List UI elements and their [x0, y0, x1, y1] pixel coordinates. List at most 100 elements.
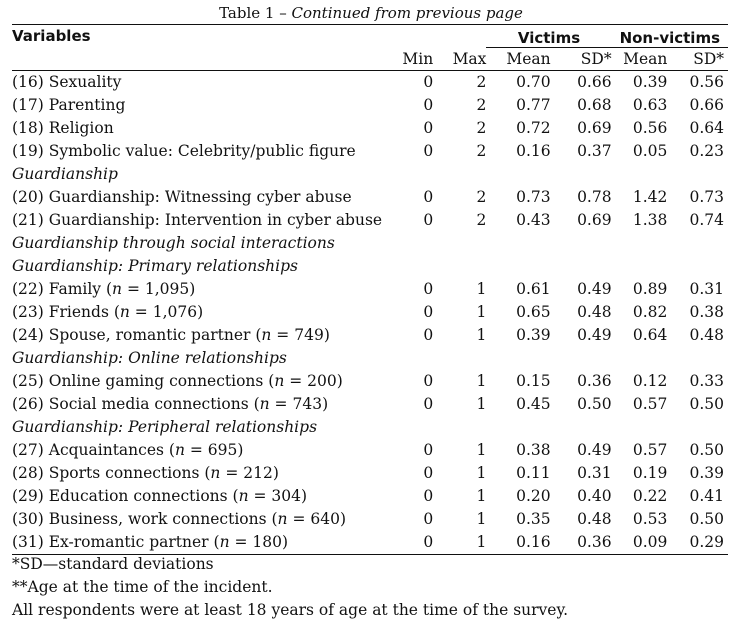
- cell-victims-mean: 0.16: [516, 142, 551, 160]
- n-equals: =: [269, 395, 293, 413]
- n-value: 1,095: [144, 280, 190, 298]
- cell-min: 0: [423, 510, 434, 528]
- n-value: 304: [271, 487, 301, 505]
- cell-victims-sd: 0.48: [577, 303, 612, 321]
- cell-victims-mean: 0.70: [516, 73, 551, 91]
- cell-variable: (18) Religion: [12, 117, 386, 140]
- n-symbol: n: [274, 372, 285, 390]
- section-heading: Guardianship: Peripheral relationships: [12, 418, 318, 436]
- cell-victims-sd: 0.50: [577, 395, 612, 413]
- variable-label: (27) Acquaintances (: [12, 441, 175, 459]
- cell-victims-sd: 0.40: [577, 487, 612, 505]
- table-row: (18) Religion 0 2 0.72 0.69 0.56 0.64: [12, 117, 728, 140]
- n-close: ): [197, 303, 204, 321]
- cell-variable: (20) Guardianship: Witnessing cyber abus…: [12, 186, 386, 209]
- cell-min: 0: [423, 303, 434, 321]
- note-respondents: All respondents were at least 18 years o…: [12, 601, 569, 619]
- n-close: ): [323, 326, 330, 344]
- cell-nonvictims-sd: 0.50: [689, 510, 724, 528]
- table-row: (17) Parenting 0 2 0.77 0.68 0.63 0.66: [12, 94, 728, 117]
- cell-max: 2: [476, 96, 487, 114]
- cell-variable: (26) Social media connections (n = 743): [12, 393, 386, 416]
- section-heading: Guardianship: Online relationships: [12, 349, 287, 367]
- cell-min: 0: [423, 211, 434, 229]
- variable-label: (31) Ex-romantic partner (: [12, 533, 220, 551]
- cell-victims-sd: 0.49: [577, 326, 612, 344]
- cell-min: 0: [423, 188, 434, 206]
- n-value: 743: [292, 395, 323, 413]
- cell-nonvictims-sd: 0.73: [689, 188, 724, 206]
- cell-min: 0: [423, 119, 434, 137]
- cell-min: 0: [423, 73, 434, 91]
- header-nonvictims-mean: Mean: [611, 47, 668, 71]
- cell-nonvictims-mean: 0.05: [632, 142, 668, 160]
- header-min: Min: [385, 47, 434, 71]
- header-variables: Variables: [12, 27, 91, 46]
- cell-nonvictims-sd: 0.50: [689, 441, 724, 459]
- cell-victims-mean: 0.11: [516, 464, 551, 482]
- n-equals: =: [129, 303, 153, 321]
- section-heading-row: Guardianship: Peripheral relationships: [12, 416, 728, 439]
- cell-max: 1: [476, 441, 487, 459]
- cell-nonvictims-mean: 0.89: [632, 280, 668, 298]
- cell-nonvictims-sd: 0.50: [689, 395, 724, 413]
- cell-max: 1: [476, 326, 487, 344]
- n-symbol: n: [210, 464, 221, 482]
- variable-label: (18) Religion: [12, 119, 114, 137]
- cell-victims-mean: 0.39: [516, 326, 551, 344]
- cell-nonvictims-mean: 0.12: [632, 372, 668, 390]
- note-age: **Age at the time of the incident.: [12, 578, 273, 596]
- cell-variable: (17) Parenting: [12, 94, 386, 117]
- table-row: (23) Friends (n = 1,076) 0 1 0.65 0.48 0.82 0.…: [12, 301, 728, 324]
- cell-min: 0: [423, 326, 434, 344]
- cell-victims-sd: 0.31: [577, 464, 612, 482]
- cell-victims-sd: 0.49: [577, 441, 612, 459]
- header-non-victims: Non-victims: [611, 25, 728, 48]
- variable-label: (23) Friends (: [12, 303, 120, 321]
- n-value: 640: [310, 510, 340, 528]
- n-close: ): [322, 395, 329, 413]
- section-heading: Guardianship: Primary relationships: [12, 257, 298, 275]
- n-equals: =: [220, 464, 244, 482]
- cell-nonvictims-sd: 0.29: [667, 531, 728, 555]
- caption-continued: Continued from previous page: [291, 4, 523, 22]
- cell-variable: (29) Education connections (n = 304): [12, 485, 386, 508]
- cell-nonvictims-sd: 0.33: [689, 372, 724, 390]
- n-close: ): [339, 510, 347, 528]
- variable-label: (21) Guardianship: Intervention in cyber…: [12, 211, 383, 229]
- table-row: (28) Sports connections (n = 212) 0 1 0.11 0…: [12, 462, 728, 485]
- table-row: (30) Business, work connections (n = 640…: [12, 508, 728, 531]
- n-equals: =: [229, 533, 253, 551]
- variable-label: (30) Business, work connections (: [12, 510, 278, 528]
- cell-victims-mean: 0.35: [516, 510, 551, 528]
- cell-victims-sd: 0.48: [577, 510, 612, 528]
- cell-nonvictims-mean: 0.63: [632, 96, 668, 114]
- note-sd: *SD—standard deviations: [12, 555, 214, 573]
- variable-label: (25) Online gaming connections (: [12, 372, 275, 390]
- n-close: ): [336, 372, 343, 390]
- n-symbol: n: [259, 395, 270, 413]
- table-row: (16) Sexuality 0 2 0.70 0.66 0.39 0.56: [12, 71, 728, 95]
- cell-victims-mean: 0.20: [516, 487, 551, 505]
- header-row-groups: Variables Victims Non-victims: [12, 25, 728, 48]
- n-symbol: n: [174, 441, 185, 459]
- cell-variable: (25) Online gaming connections (n = 200): [12, 370, 386, 393]
- cell-min: 0: [423, 96, 434, 114]
- n-value: 695: [207, 441, 238, 459]
- section-heading: Guardianship: [12, 165, 118, 183]
- n-symbol: n: [112, 280, 123, 298]
- n-value: 749: [294, 326, 324, 344]
- variable-label: (16) Sexuality: [12, 73, 122, 91]
- caption-label: Table 1: [219, 4, 275, 22]
- cell-nonvictims-sd: 0.64: [689, 119, 724, 137]
- cell-nonvictims-mean: 0.82: [632, 303, 668, 321]
- n-symbol: n: [119, 303, 130, 321]
- cell-min: 0: [385, 531, 434, 555]
- section-heading-row: Guardianship through social interactions: [12, 232, 728, 255]
- cell-victims-sd: 0.78: [577, 188, 612, 206]
- cell-victims-mean: 0.16: [486, 531, 551, 555]
- cell-nonvictims-mean: 0.57: [632, 441, 668, 459]
- cell-nonvictims-sd: 0.23: [689, 142, 724, 160]
- cell-nonvictims-sd: 0.74: [689, 211, 724, 229]
- cell-min: 0: [423, 464, 434, 482]
